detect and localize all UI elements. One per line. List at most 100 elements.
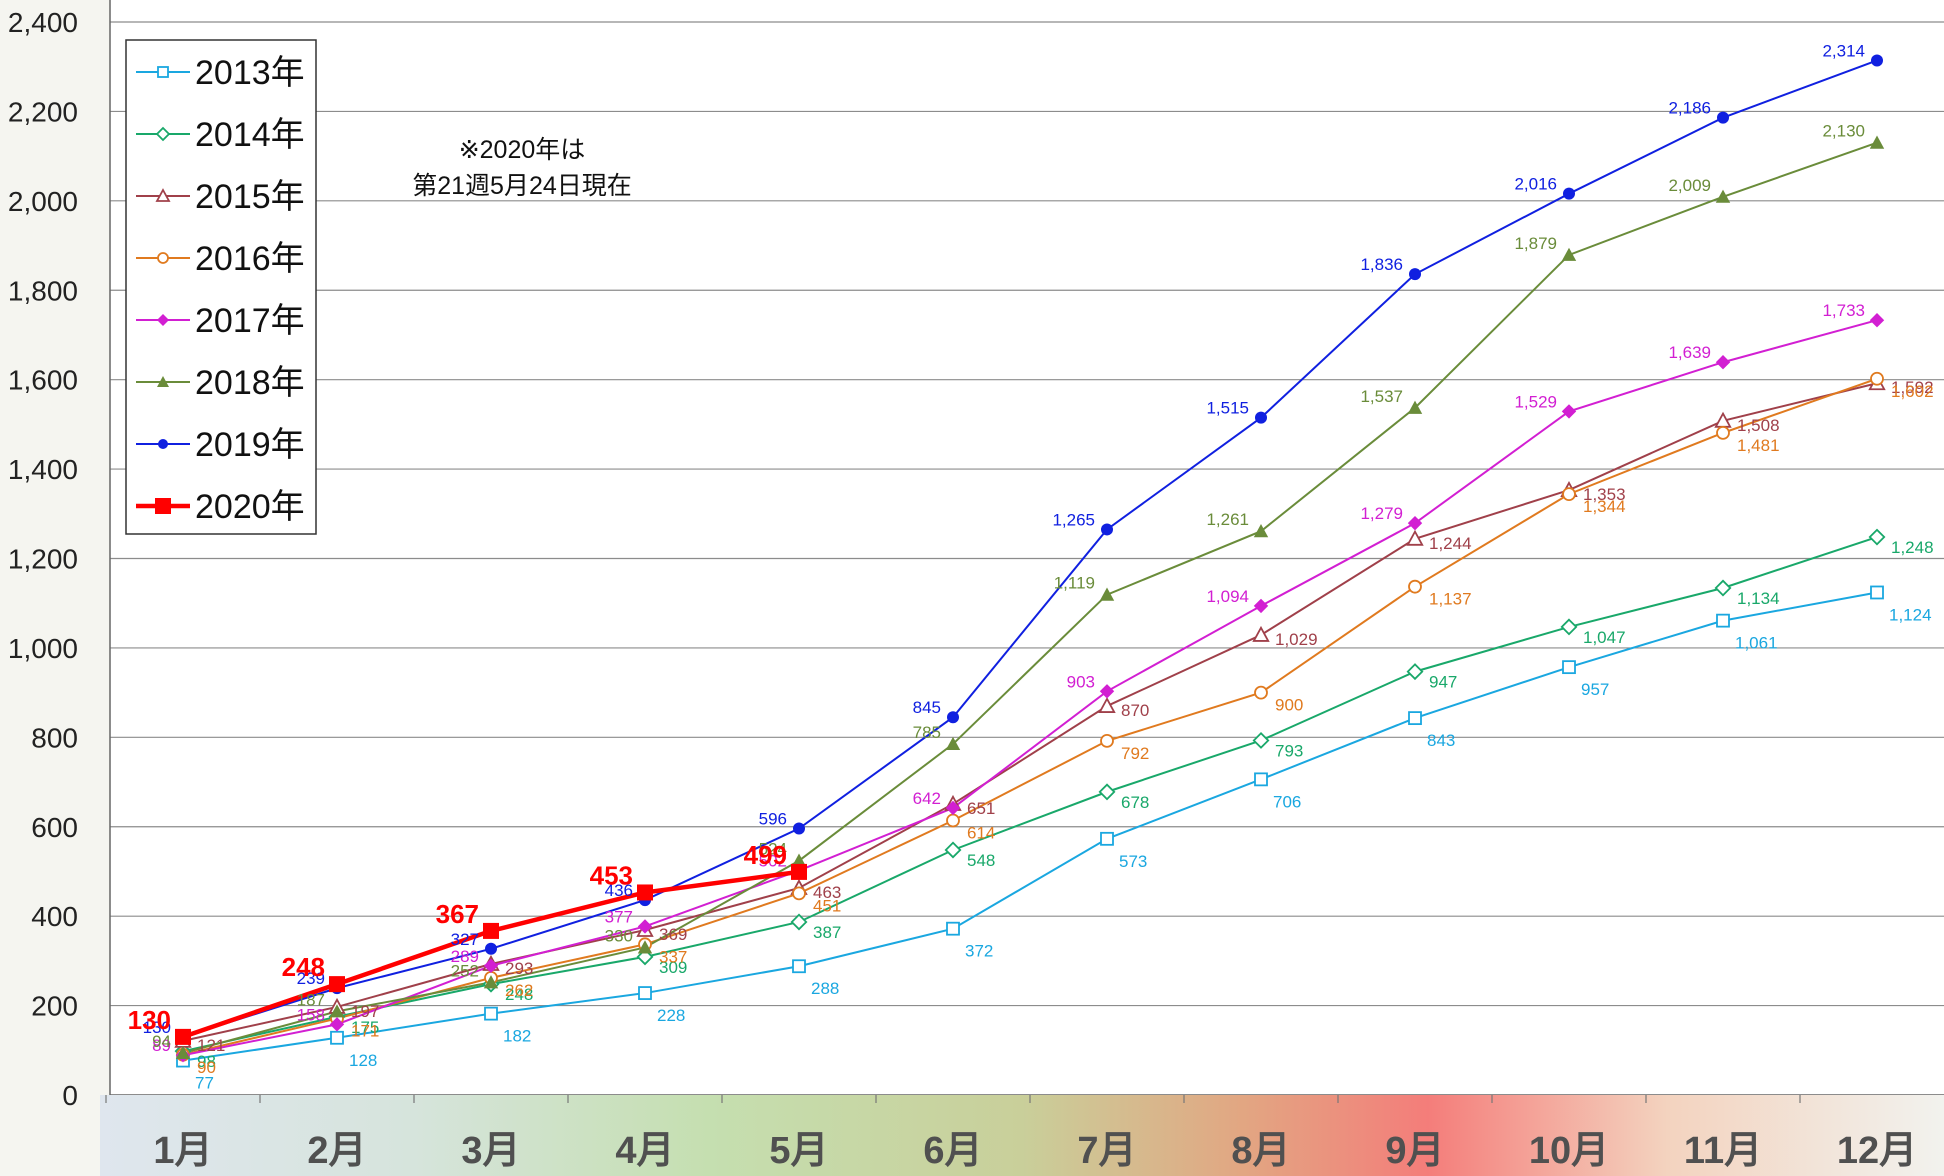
data-label: 187 <box>297 990 325 1009</box>
data-point <box>944 841 962 859</box>
data-point <box>1098 696 1116 713</box>
data-label: 845 <box>913 698 941 717</box>
data-label: 1,124 <box>1889 605 1932 624</box>
data-point <box>1715 355 1731 370</box>
data-point <box>945 736 961 751</box>
data-point <box>1252 731 1270 749</box>
data-point <box>1563 187 1575 200</box>
series-2017年 <box>182 319 1878 1057</box>
note-line-2: 第21週5月24日現在 <box>412 172 632 200</box>
data-label: 128 <box>349 1051 377 1070</box>
series-line <box>182 59 1878 1038</box>
data-point <box>791 853 807 867</box>
data-point <box>1409 268 1421 281</box>
legend-label: 2013年 <box>195 54 305 92</box>
data-label: 1,515 <box>1206 399 1249 418</box>
data-point <box>1562 487 1576 502</box>
data-label: 1,879 <box>1514 234 1557 253</box>
data-point <box>1254 685 1268 700</box>
x-tick-label: 7月 <box>1077 1130 1136 1172</box>
data-point <box>175 1028 191 1045</box>
data-point <box>1408 711 1422 726</box>
data-point <box>637 884 653 901</box>
data-label: 792 <box>1121 744 1149 763</box>
legend-label: 2020年 <box>195 488 305 526</box>
series-2015年 <box>182 382 1878 1042</box>
data-point <box>329 976 345 993</box>
data-point <box>1098 783 1116 801</box>
data-label: 289 <box>451 947 479 966</box>
legend-label: 2019年 <box>195 426 305 464</box>
data-label: 228 <box>657 1006 685 1025</box>
series-line <box>182 141 1878 1054</box>
data-point <box>1715 189 1731 203</box>
data-point <box>637 940 653 954</box>
x-tick-label: 3月 <box>461 1130 520 1172</box>
data-label: 1,137 <box>1429 590 1472 609</box>
data-label: 1,836 <box>1360 255 1403 274</box>
data-label: 453 <box>590 860 633 890</box>
data-label: 870 <box>1121 701 1149 720</box>
data-label: 947 <box>1429 673 1457 692</box>
data-label: 651 <box>967 799 995 818</box>
data-label: 614 <box>967 823 995 842</box>
data-label: 1,094 <box>1206 587 1249 606</box>
data-point <box>945 800 961 816</box>
data-label: 239 <box>297 969 325 988</box>
data-point <box>1870 371 1884 386</box>
data-label: 1,353 <box>1583 485 1626 504</box>
data-label: 175 <box>351 1018 379 1037</box>
data-label: 524 <box>759 840 787 859</box>
data-label: 793 <box>1275 741 1303 760</box>
data-point <box>330 1030 344 1045</box>
data-label: 1,248 <box>1891 538 1934 557</box>
data-label: 596 <box>759 810 787 829</box>
x-tick-label: 11月 <box>1684 1130 1762 1172</box>
x-tick-label: 4月 <box>615 1130 674 1172</box>
data-label: 1,134 <box>1737 589 1780 608</box>
y-tick-label: 1,000 <box>8 633 78 664</box>
data-label: 463 <box>813 883 841 902</box>
data-label: 2,314 <box>1822 41 1865 60</box>
data-point <box>329 1004 345 1018</box>
legend-marker <box>157 252 169 264</box>
legend-label: 2018年 <box>195 364 305 402</box>
y-tick-label: 400 <box>31 901 78 932</box>
legend-label: 2017年 <box>195 302 305 340</box>
data-label: 1,344 <box>1583 497 1626 516</box>
data-point <box>1869 135 1885 149</box>
x-tick-label: 12月 <box>1837 1130 1917 1172</box>
y-tick-label: 600 <box>31 812 78 843</box>
data-label: 2,186 <box>1668 99 1711 118</box>
data-label: 293 <box>505 959 533 978</box>
data-label: 2,009 <box>1668 176 1711 195</box>
y-tick-label: 0 <box>62 1080 78 1111</box>
y-tick-label: 1,600 <box>8 365 78 396</box>
data-point <box>1407 400 1423 414</box>
data-point <box>791 863 807 880</box>
data-label: 1,508 <box>1737 416 1780 435</box>
y-tick-label: 1,400 <box>8 454 78 485</box>
legend-box <box>125 39 317 535</box>
data-point <box>1408 579 1422 594</box>
data-point <box>790 913 808 931</box>
data-label: 900 <box>1275 696 1303 715</box>
data-point <box>1253 524 1269 538</box>
x-tick-label: 2月 <box>307 1130 366 1172</box>
x-axis-band <box>100 1095 1944 1176</box>
data-label: 309 <box>659 958 687 977</box>
data-point <box>1253 598 1269 614</box>
data-point <box>637 919 653 934</box>
legend-marker <box>155 188 171 202</box>
data-point <box>1407 515 1423 531</box>
data-point <box>1254 772 1268 787</box>
data-label: 642 <box>913 789 941 808</box>
data-point <box>1562 660 1576 675</box>
data-point <box>638 986 652 1000</box>
data-label: 843 <box>1427 731 1455 750</box>
data-label: 1,244 <box>1429 534 1472 553</box>
data-label: 369 <box>659 925 687 944</box>
data-label: 377 <box>605 907 633 926</box>
data-point <box>1100 831 1114 846</box>
data-point <box>1869 313 1885 328</box>
